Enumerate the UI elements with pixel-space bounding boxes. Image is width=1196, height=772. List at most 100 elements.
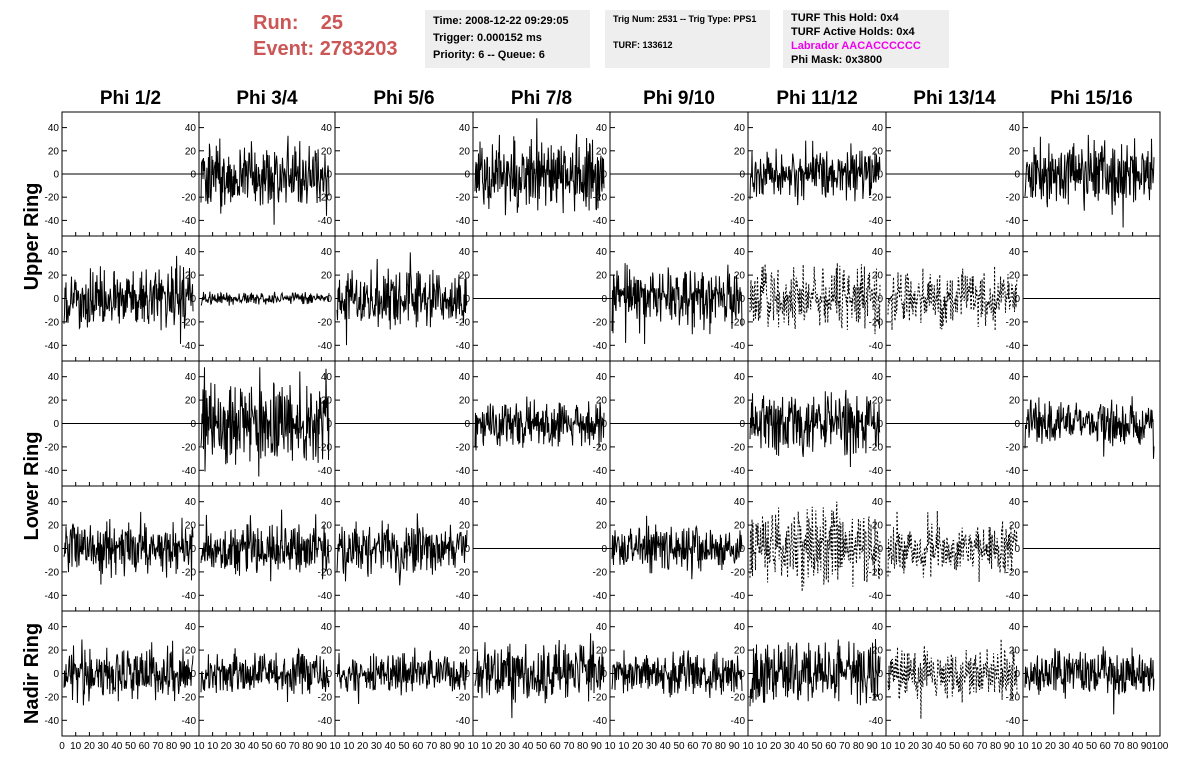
y-tick-label: 40 — [48, 247, 60, 258]
y-tick-label: 0 — [53, 669, 59, 680]
column-header: Phi 11/12 — [776, 88, 857, 109]
y-tick-label: -40 — [731, 716, 746, 727]
y-tick-label: 0 — [464, 294, 470, 305]
y-tick-label: 0 — [601, 294, 607, 305]
y-tick-label: 20 — [321, 646, 333, 657]
run-value: 25 — [320, 12, 344, 34]
y-tick-label: -20 — [45, 567, 60, 578]
x-tick-label: 30 — [509, 741, 521, 752]
y-tick-label: -40 — [182, 591, 197, 602]
y-tick-label: 0 — [190, 170, 196, 181]
y-tick-label: 40 — [872, 372, 884, 383]
y-tick-label: -40 — [45, 216, 60, 227]
y-tick-label: 40 — [1009, 622, 1021, 633]
y-tick-label: 40 — [459, 372, 471, 383]
waveform-trace — [336, 647, 468, 705]
ring-label: Upper Ring — [21, 183, 43, 291]
y-tick-label: -20 — [45, 692, 60, 703]
waveform-trace — [336, 513, 468, 586]
x-tick-label: 90 — [316, 741, 328, 752]
y-tick-label: -20 — [456, 193, 471, 204]
y-tick-label: -20 — [869, 193, 884, 204]
y-tick-label: -20 — [318, 692, 333, 703]
y-tick-label: -40 — [182, 716, 197, 727]
y-tick-label: 20 — [596, 146, 608, 157]
y-tick-label: -40 — [45, 341, 60, 352]
y-tick-label: 0 — [464, 669, 470, 680]
x-tick-label: 0 — [59, 741, 65, 752]
y-tick-label: 40 — [596, 247, 608, 258]
y-tick-label: -20 — [1006, 193, 1021, 204]
waveform-trace — [63, 639, 194, 706]
y-tick-label: -20 — [869, 692, 884, 703]
run-label: Run: — [253, 12, 299, 34]
y-tick-label: 40 — [48, 497, 60, 508]
x-tick-label: 40 — [935, 741, 947, 752]
y-tick-label: -40 — [318, 591, 333, 602]
y-tick-label: -20 — [45, 317, 60, 328]
waveform-trace — [63, 255, 194, 344]
x-tick-label: 40 — [522, 741, 534, 752]
x-tick-label: 10 — [894, 741, 906, 752]
column-header: Phi 9/10 — [643, 88, 715, 109]
y-tick-label: -40 — [731, 466, 746, 477]
x-tick-label: 60 — [963, 741, 975, 752]
x-tick-label: 70 — [289, 741, 301, 752]
x-tick-label: 80 — [715, 741, 727, 752]
y-tick-label: 20 — [321, 271, 333, 282]
waveform-trace — [749, 262, 881, 335]
x-tick-label: 80 — [853, 741, 865, 752]
y-tick-label: -40 — [318, 716, 333, 727]
x-tick-label: 20 — [357, 741, 369, 752]
y-tick-label: 20 — [872, 396, 884, 407]
x-tick-label: 10 — [1031, 741, 1043, 752]
column-header: Phi 3/4 — [236, 88, 298, 109]
y-tick-label: -20 — [456, 567, 471, 578]
y-tick-label: 40 — [48, 123, 60, 134]
y-tick-label: -20 — [731, 317, 746, 328]
y-tick-label: -20 — [593, 692, 608, 703]
x-tick-label: 30 — [646, 741, 658, 752]
y-tick-label: 40 — [459, 123, 471, 134]
waveform-trace — [1024, 646, 1155, 715]
y-tick-label: 0 — [877, 419, 883, 430]
y-tick-label: -20 — [182, 692, 197, 703]
waveform-trace — [200, 291, 330, 306]
waveform-trace — [749, 140, 881, 206]
x-tick-label: 80 — [990, 741, 1002, 752]
y-tick-label: 0 — [877, 544, 883, 555]
x-tick-label: 20 — [495, 741, 507, 752]
x-tick-label: 50 — [125, 741, 137, 752]
x-tick-label: 60 — [139, 741, 151, 752]
y-tick-label: 0 — [877, 669, 883, 680]
y-tick-label: -20 — [45, 442, 60, 453]
y-tick-label: 20 — [1009, 271, 1021, 282]
x-tick-label: 90 — [1141, 741, 1153, 752]
event-value: 2783203 — [319, 38, 398, 60]
x-tick-label: 30 — [98, 741, 110, 752]
y-tick-label: -40 — [869, 716, 884, 727]
x-tick-label: 20 — [84, 741, 96, 752]
y-tick-label: -20 — [1006, 567, 1021, 578]
y-tick-label: -40 — [318, 216, 333, 227]
y-tick-label: 40 — [48, 372, 60, 383]
waveform-trace — [749, 638, 881, 707]
y-tick-label: 0 — [739, 419, 745, 430]
y-tick-label: 20 — [596, 646, 608, 657]
x-tick-label: 40 — [798, 741, 810, 752]
waveform-trace — [200, 647, 330, 703]
x-tick-label: 10 — [1017, 741, 1029, 752]
y-tick-label: -20 — [593, 567, 608, 578]
x-tick-label: 80 — [440, 741, 452, 752]
y-tick-label: -40 — [1006, 216, 1021, 227]
x-tick-label: 50 — [949, 741, 961, 752]
y-tick-label: -20 — [456, 317, 471, 328]
y-tick-label: -20 — [182, 442, 197, 453]
y-tick-label: 20 — [48, 146, 60, 157]
y-tick-label: -40 — [593, 466, 608, 477]
y-tick-label: 20 — [1009, 396, 1021, 407]
y-tick-label: 20 — [459, 396, 471, 407]
y-tick-label: -40 — [731, 341, 746, 352]
y-tick-label: 20 — [321, 396, 333, 407]
x-tick-label: 10 — [343, 741, 355, 752]
